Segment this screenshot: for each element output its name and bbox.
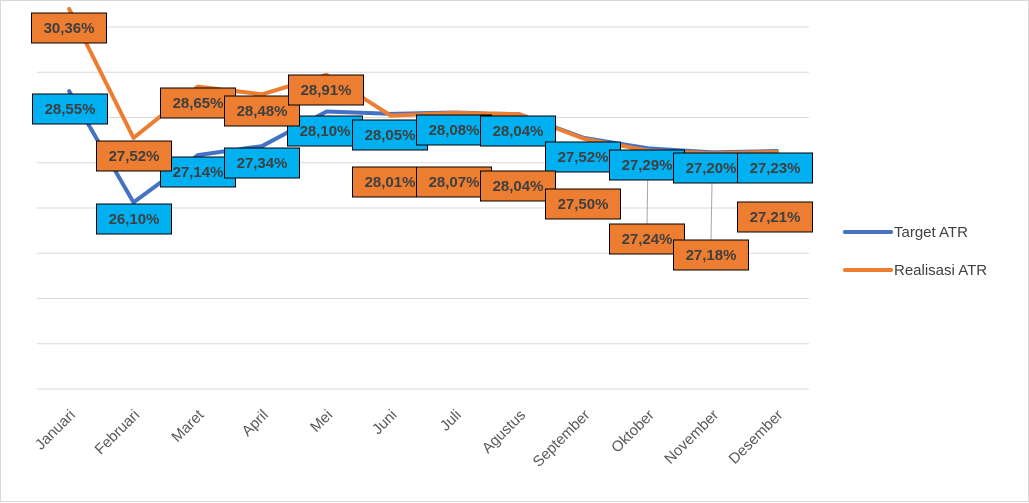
label-box (32, 93, 108, 125)
label-text: 28,55% (45, 101, 96, 118)
x-tick-label: Februari (92, 407, 144, 459)
target-data-label: 26,10% (96, 203, 172, 235)
label-text: 28,65% (173, 95, 224, 112)
target-data-label: 28,04% (480, 115, 556, 147)
target-data-label: 27,23% (737, 152, 813, 184)
target-data-label: 28,05% (352, 119, 428, 151)
x-tick-label: Mei (307, 407, 336, 436)
realisasi-data-label: 27,50% (545, 188, 621, 220)
label-text: 27,23% (750, 160, 801, 177)
label-box (160, 87, 236, 119)
x-tick-label: Juni (369, 407, 400, 438)
target-data-label: 27,29% (609, 149, 685, 181)
label-box (609, 223, 685, 255)
realisasi-data-label: 27,18% (673, 239, 749, 271)
realisasi-data-label: 28,65% (160, 87, 236, 119)
x-tick-label: Agustus (479, 407, 529, 457)
x-tick-label: November (661, 407, 722, 468)
label-box (609, 149, 685, 181)
label-text: 26,10% (109, 211, 160, 228)
target-data-label: 28,55% (32, 93, 108, 125)
target-data-label: 27,34% (224, 147, 300, 179)
legend-item-target-atr: Target ATR (843, 224, 968, 241)
label-text: 27,50% (558, 196, 609, 213)
realisasi-data-label: 28,91% (288, 74, 364, 106)
label-box (287, 115, 363, 147)
x-axis: Januari Februari Maret April Mei Juni Juli Agus… (32, 406, 786, 470)
label-box (352, 166, 428, 198)
label-text: 28,01% (365, 174, 416, 191)
target-data-label: 28,10% (287, 115, 363, 147)
label-text: 27,24% (622, 231, 673, 248)
label-box (31, 12, 107, 44)
realisasi-data-label: 27,21% (737, 201, 813, 233)
label-box (288, 74, 364, 106)
x-tick-label: Januari (32, 407, 79, 454)
realisasi-data-label: 27,24% (609, 223, 685, 255)
label-text: 28,07% (429, 174, 480, 191)
label-box (673, 239, 749, 271)
realisasi-data-label: 28,07% (416, 166, 492, 198)
target-data-label: 28,08% (416, 114, 492, 146)
label-text: 27,29% (622, 157, 673, 174)
label-text: 28,05% (365, 127, 416, 144)
x-tick-label: Juli (437, 407, 465, 435)
label-box (224, 95, 300, 127)
data-labels: 28,55% 26,10% 27,14% 27,34% 28,10% 28,05% 28,0… (31, 12, 813, 271)
label-text: 27,14% (173, 164, 224, 181)
label-text: 28,08% (429, 122, 480, 139)
label-text: 27,21% (750, 209, 801, 226)
label-text: 27,20% (686, 160, 737, 177)
label-text: 28,04% (493, 178, 544, 195)
label-box (673, 152, 749, 184)
label-box (160, 156, 236, 188)
label-box (224, 147, 300, 179)
legend-item-realisasi-atr: Realisasi ATR (843, 262, 987, 279)
realisasi-data-label: 30,36% (31, 12, 107, 44)
label-text: 27,52% (109, 148, 160, 165)
x-tick-label: Oktober (608, 407, 658, 457)
realisasi-data-label: 27,52% (96, 140, 172, 172)
label-box (737, 152, 813, 184)
x-tick-label: September (530, 407, 594, 471)
x-tick-label: Maret (168, 406, 208, 446)
realisasi-data-label: 28,04% (480, 170, 556, 202)
label-text: 28,10% (300, 123, 351, 140)
target-data-label: 27,20% (673, 152, 749, 184)
label-box (545, 141, 621, 173)
x-tick-label: April (239, 407, 272, 440)
x-tick-label: Desember (726, 407, 787, 468)
label-text: 27,52% (558, 149, 609, 166)
label-box (352, 119, 428, 151)
label-box (480, 170, 556, 202)
legend: Target ATR Realisasi ATR (843, 224, 987, 279)
realisasi-data-label: 28,48% (224, 95, 300, 127)
label-box (96, 140, 172, 172)
label-box (96, 203, 172, 235)
legend-label: Realisasi ATR (894, 262, 987, 279)
label-text: 27,18% (686, 247, 737, 264)
label-text: 28,91% (301, 82, 352, 99)
target-data-label: 27,14% (160, 156, 236, 188)
label-box (480, 115, 556, 147)
label-box (416, 166, 492, 198)
legend-label: Target ATR (894, 224, 968, 241)
label-text: 28,48% (237, 103, 288, 120)
label-text: 30,36% (44, 20, 95, 37)
label-box (737, 201, 813, 233)
label-box (545, 188, 621, 220)
realisasi-data-label: 28,01% (352, 166, 428, 198)
target-data-label: 27,52% (545, 141, 621, 173)
label-text: 27,34% (237, 155, 288, 172)
label-text: 28,04% (493, 123, 544, 140)
